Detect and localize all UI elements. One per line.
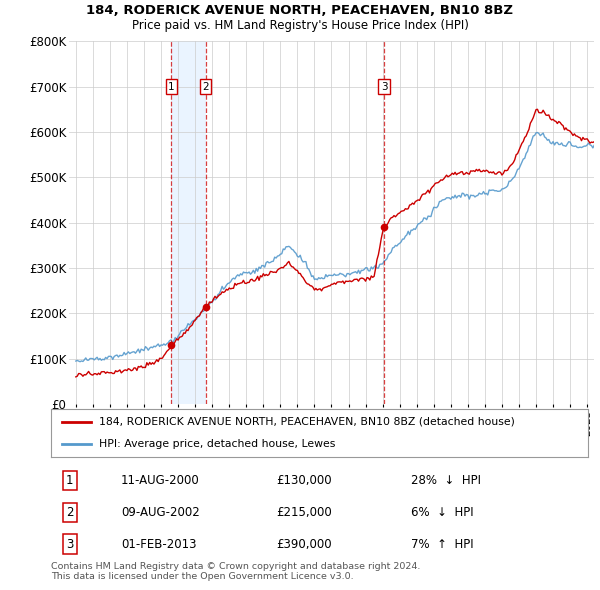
Text: 11-AUG-2000: 11-AUG-2000 [121,474,200,487]
Text: 1: 1 [168,81,175,91]
Text: 01-FEB-2013: 01-FEB-2013 [121,537,196,550]
Text: 1: 1 [66,474,74,487]
Text: 7%  ↑  HPI: 7% ↑ HPI [411,537,473,550]
Text: Contains HM Land Registry data © Crown copyright and database right 2024.: Contains HM Land Registry data © Crown c… [51,562,421,571]
Text: This data is licensed under the Open Government Licence v3.0.: This data is licensed under the Open Gov… [51,572,353,581]
Text: 3: 3 [380,81,388,91]
Text: £130,000: £130,000 [277,474,332,487]
Text: Price paid vs. HM Land Registry's House Price Index (HPI): Price paid vs. HM Land Registry's House … [131,19,469,32]
Text: 3: 3 [66,537,73,550]
Text: 2: 2 [202,81,209,91]
Text: £215,000: £215,000 [277,506,332,519]
Text: 09-AUG-2002: 09-AUG-2002 [121,506,200,519]
Text: 184, RODERICK AVENUE NORTH, PEACEHAVEN, BN10 8BZ (detached house): 184, RODERICK AVENUE NORTH, PEACEHAVEN, … [100,417,515,427]
Text: 2: 2 [66,506,74,519]
Text: HPI: Average price, detached house, Lewes: HPI: Average price, detached house, Lewe… [100,439,336,449]
Bar [172,41,206,404]
Text: 28%  ↓  HPI: 28% ↓ HPI [411,474,481,487]
Text: £390,000: £390,000 [277,537,332,550]
Text: 184, RODERICK AVENUE NORTH, PEACEHAVEN, BN10 8BZ: 184, RODERICK AVENUE NORTH, PEACEHAVEN, … [86,4,514,17]
Text: 6%  ↓  HPI: 6% ↓ HPI [411,506,473,519]
